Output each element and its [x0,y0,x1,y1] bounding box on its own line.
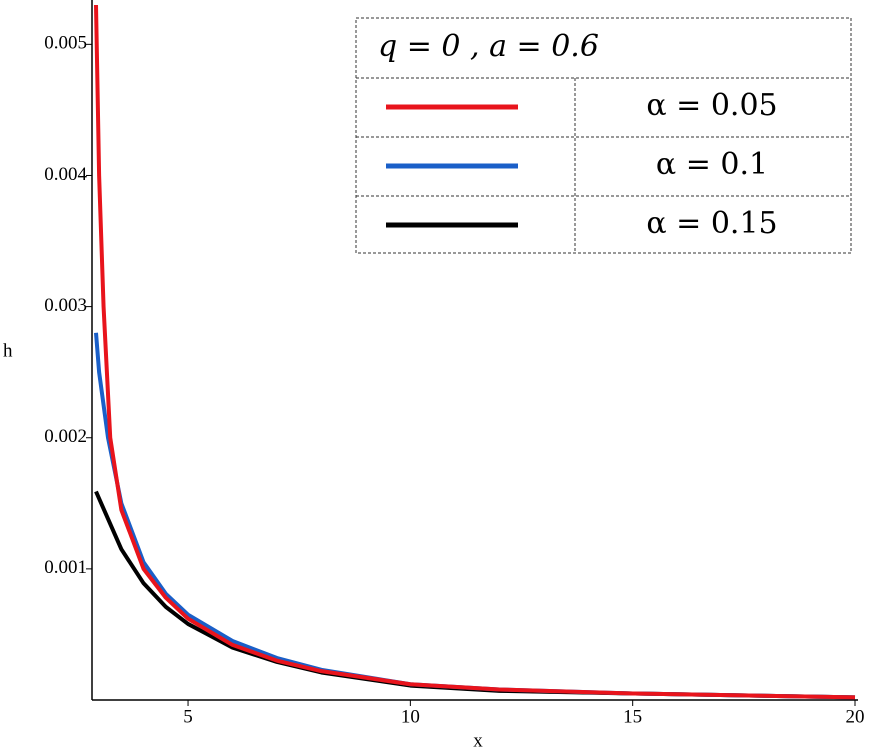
legend: q = 0 , a = 0.6 [355,17,852,254]
y-tick-label: 0.005 [44,33,87,54]
x-tick-label: 5 [183,706,193,727]
legend-title: q = 0 , a = 0.6 [378,29,599,64]
y-tick-label: 0.004 [44,164,87,185]
x-axis-label: x [473,730,483,751]
x-tick-label: 10 [401,706,420,727]
y-axis-label: h [3,340,13,361]
y-tick-label: 0.001 [44,557,87,578]
plot-area [94,4,856,700]
x-tick-label: 20 [846,706,865,727]
y-tick-label: 0.002 [44,426,87,447]
legend-label: α = 0.15 [646,206,777,241]
legend-label: α = 0.05 [646,88,777,123]
legend-label: α = 0.1 [656,147,768,182]
x-tick-label: 15 [623,706,642,727]
series-line [94,4,856,700]
series-line [94,332,856,700]
series-line [94,490,856,700]
y-tick-label: 0.003 [44,295,87,316]
legend-box [355,17,852,254]
